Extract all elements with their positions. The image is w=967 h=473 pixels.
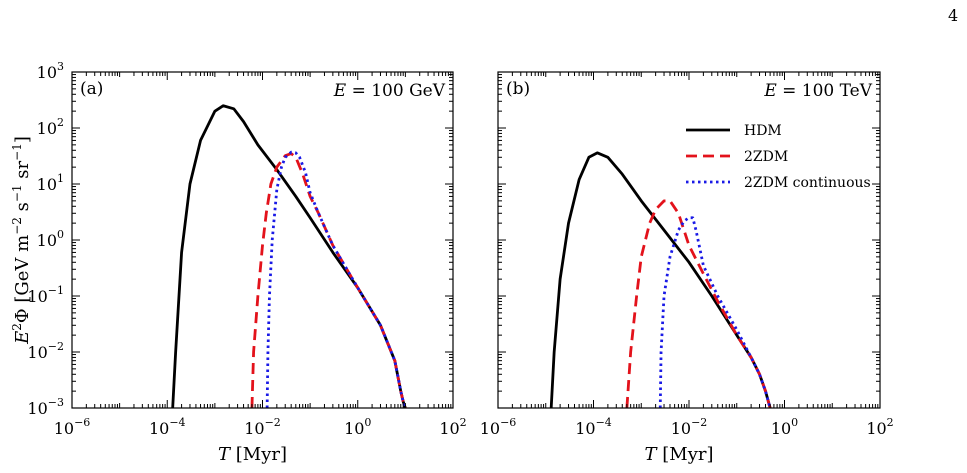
x-tick-label: 10−4 (575, 416, 612, 438)
y-tick-label-exponent: 3 (57, 60, 64, 73)
y-tick-label: 100 (37, 228, 64, 250)
energy-label-value: = 100 GeV (346, 81, 446, 101)
x-tick-label-exponent: 2 (460, 416, 467, 429)
x-axis-label-unit: [Myr] (657, 444, 714, 465)
x-tick-label: 10−2 (671, 416, 708, 438)
panel-label: (a) (80, 79, 103, 99)
series-group (551, 153, 770, 408)
y-tick-label: 10−3 (27, 396, 64, 418)
y-axis-label-part: 2 (10, 323, 24, 331)
energy-label-symbol: E (763, 81, 777, 101)
legend-label-2zdm-continuous: 2ZDM continuous (744, 175, 871, 191)
legend-label-2zdm: 2ZDM (744, 149, 788, 165)
x-tick-label: 10−4 (149, 416, 186, 438)
x-tick-label: 100 (344, 416, 371, 438)
x-tick-label-base: 10 (344, 419, 364, 438)
plot-frame (72, 72, 453, 408)
x-tick-label: 10−6 (480, 416, 517, 438)
x-tick-label-base: 10 (866, 419, 886, 438)
x-tick-label: 100 (771, 416, 798, 438)
x-tick-label-exponent: −2 (265, 416, 281, 429)
x-tick-label-base: 10 (54, 419, 74, 438)
y-tick-label-exponent: 0 (57, 228, 64, 241)
legend-label-hdm: HDM (744, 123, 782, 139)
x-axis-label: T [Myr] (218, 444, 287, 465)
x-tick-label-exponent: 0 (791, 416, 798, 429)
x-tick-label: 10−6 (54, 416, 91, 438)
x-axis-label: T [Myr] (645, 444, 714, 465)
y-axis-label-part: Φ [GeV m (12, 235, 33, 323)
x-tick-label-exponent: −4 (169, 416, 185, 429)
x-tick-label-exponent: −2 (691, 416, 707, 429)
panel-a: 10−6 10−4 10−2 100 10210−310−210−11001011021… (27, 60, 466, 465)
y-tick-label-base: 10 (37, 175, 57, 194)
x-tick-label: 102 (866, 416, 893, 438)
series-group (173, 106, 406, 408)
y-tick-label-base: 10 (37, 63, 57, 82)
legend: HDM 2ZDM 2ZDM continuous (686, 123, 871, 191)
y-axis-label-part: ] (12, 136, 33, 143)
y-tick-label-base: 10 (37, 119, 57, 138)
y-tick-label-exponent: 1 (57, 172, 64, 185)
y-tick-label-exponent: −3 (48, 396, 64, 409)
y-axis-label: E2Φ [GeV m−2 s−1 sr−1] (10, 136, 33, 345)
series-line-2zdm (627, 201, 770, 408)
y-axis-label-part: −2 (10, 217, 24, 235)
x-tick-label-exponent: −6 (74, 416, 90, 429)
x-tick-label-base: 10 (149, 419, 169, 438)
y-axis-label-part: −1 (10, 184, 24, 202)
x-tick-label-base: 10 (575, 419, 595, 438)
y-tick-label: 101 (37, 172, 64, 194)
y-tick-label-base: 10 (37, 231, 57, 250)
x-tick-label-exponent: −6 (500, 416, 516, 429)
energy-label-symbol: E (333, 81, 347, 101)
series-line-2zdm-continuous (267, 152, 405, 408)
y-tick-label-base: 10 (27, 399, 47, 418)
y-tick-label-exponent: −2 (48, 340, 64, 353)
y-axis-label-part: −1 (10, 143, 24, 161)
energy-label: E = 100 GeV (333, 81, 446, 101)
x-tick-label-base: 10 (671, 419, 691, 438)
x-tick-label-base: 10 (244, 419, 264, 438)
x-axis-label-unit: [Myr] (230, 444, 287, 465)
x-tick-label-base: 10 (480, 419, 500, 438)
x-tick-label: 102 (439, 416, 466, 438)
x-tick-label-exponent: 0 (364, 416, 371, 429)
y-axis-label-part: s (12, 202, 33, 217)
y-tick-label: 102 (37, 116, 64, 138)
energy-label-value: = 100 TeV (777, 81, 873, 101)
x-tick-label-base: 10 (439, 419, 459, 438)
x-tick-label-base: 10 (771, 419, 791, 438)
y-axis-label-part: sr (12, 160, 33, 184)
series-line-2zdm (252, 154, 405, 408)
panel-label: (b) (506, 79, 530, 99)
y-axis-label-part: E (12, 331, 33, 345)
y-tick-label-base: 10 (27, 343, 47, 362)
y-tick-label: 103 (37, 60, 64, 82)
y-tick-label-exponent: −1 (48, 284, 64, 297)
x-tick-label-exponent: 2 (887, 416, 894, 429)
energy-label: E = 100 TeV (763, 81, 872, 101)
x-tick-label: 10−2 (244, 416, 281, 438)
x-tick-label-exponent: −4 (596, 416, 612, 429)
plot-frame (498, 72, 880, 408)
y-tick-label-exponent: 2 (57, 116, 64, 129)
series-line-hdm (173, 106, 406, 408)
